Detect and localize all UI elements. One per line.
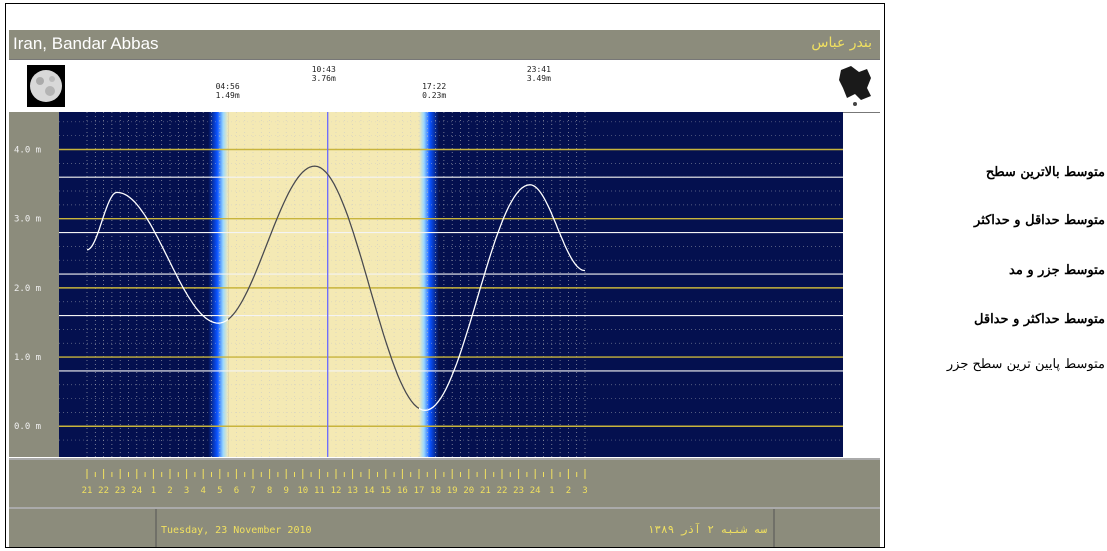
- y-axis-panel: [9, 112, 59, 457]
- x-tick-label: 3: [184, 486, 189, 496]
- legend-note-mlhw: متوسط حداقل و حداکثر: [974, 213, 1105, 228]
- daylight-band: [228, 112, 419, 457]
- x-tick-label: 18: [430, 486, 441, 496]
- legend-note-mhhw: متوسط بالاترین سطح: [985, 165, 1105, 180]
- x-tick-label: 24: [131, 486, 142, 496]
- x-tick-label: 4: [200, 486, 205, 496]
- tide-curve-line-day: [228, 165, 419, 410]
- x-tick-label: 21: [82, 486, 93, 496]
- footer-panel: [9, 509, 880, 547]
- x-tick-label: 24: [530, 486, 541, 496]
- x-tick-label: 8: [267, 486, 272, 496]
- tide-info-bar: 04:56 1.49m 10:43 3.76m 17:22 0.23m 23:41 3.49m: [9, 59, 880, 113]
- reference-label-mhlw: MHLW: [849, 307, 868, 316]
- x-tick-label: 10: [297, 486, 308, 496]
- full-moon-icon: [27, 65, 65, 107]
- x-tick-label: 6: [234, 486, 239, 496]
- x-tick-label: 22: [98, 486, 109, 496]
- x-tick-label: 11: [314, 486, 325, 496]
- date-en: Tuesday, 23 November 2010: [161, 525, 312, 536]
- date-fa: سه شنبه ۲ آذر ۱۳۸۹: [648, 522, 768, 536]
- tide-event-height: 0.23m: [422, 91, 446, 100]
- x-tick-label: 5: [217, 486, 222, 496]
- y-tick-label: 3.0 m: [14, 215, 41, 225]
- x-tick-label: 2: [167, 486, 172, 496]
- location-title-en: Iran, Bandar Abbas: [13, 34, 159, 53]
- x-tick-label: 17: [414, 486, 425, 496]
- tide-event-time: 17:22: [422, 82, 446, 91]
- legend-note-ml: متوسط جزر و مد: [1009, 263, 1105, 278]
- location-title-fa: بندر عباس: [811, 35, 872, 51]
- x-tick-label: 19: [447, 486, 458, 496]
- x-tick-label: 7: [250, 486, 255, 496]
- y-tick-label: 1.0 m: [14, 353, 41, 363]
- legend-note-mllw: متوسط پایین ترین سطح جزر: [946, 357, 1105, 372]
- x-tick-label: 1: [549, 486, 554, 496]
- x-tick-label: 13: [347, 486, 358, 496]
- x-tick-label: 9: [283, 486, 288, 496]
- reference-label-mhhw: MHHW: [849, 168, 868, 177]
- night-background: [59, 112, 843, 457]
- tide-event-height: 3.49m: [527, 74, 551, 83]
- x-tick-label: 1: [151, 486, 156, 496]
- tide-event-height: 1.49m: [216, 91, 240, 100]
- x-tick-label: 3: [582, 486, 587, 496]
- x-tick-label: 21: [480, 486, 491, 496]
- tide-event-time: 04:56: [216, 82, 240, 91]
- x-tick-label: 12: [331, 486, 342, 496]
- tide-event-time: 23:41: [527, 65, 551, 74]
- x-tick-label: 22: [497, 486, 508, 496]
- title-bar: Iran, Bandar Abbas بندر عباس: [9, 30, 880, 59]
- x-tick-label: 2: [566, 486, 571, 496]
- tide-chart: 0.0 m 1.0 m 2.0 m 3.0 m 4.0 m MHHW MLHW ML MHLW M…: [9, 112, 880, 547]
- y-tick-label: 0.0 m: [14, 422, 41, 432]
- x-tick-label: 23: [115, 486, 126, 496]
- x-tick-label: 23: [513, 486, 524, 496]
- reference-label-ml: ML: [849, 265, 859, 274]
- iran-map-icon: [839, 66, 871, 106]
- x-tick-label: 20: [463, 486, 474, 496]
- x-tick-label: 15: [380, 486, 391, 496]
- y-tick-label: 4.0 m: [14, 146, 41, 156]
- y-tick-label: 2.0 m: [14, 284, 41, 294]
- reference-label-mlhw: MLHW: [849, 224, 868, 233]
- x-axis-panel: [9, 460, 880, 507]
- legend-note-mhlw: متوسط حداکثر و حداقل: [974, 312, 1105, 327]
- reference-label-mllw: MLLW: [849, 362, 868, 371]
- x-tick-label: 14: [364, 486, 375, 496]
- tide-curve: [86, 165, 586, 411]
- tide-event-height: 3.76m: [312, 74, 336, 83]
- tide-event-time: 10:43: [312, 65, 336, 74]
- x-tick-label: 16: [397, 486, 408, 496]
